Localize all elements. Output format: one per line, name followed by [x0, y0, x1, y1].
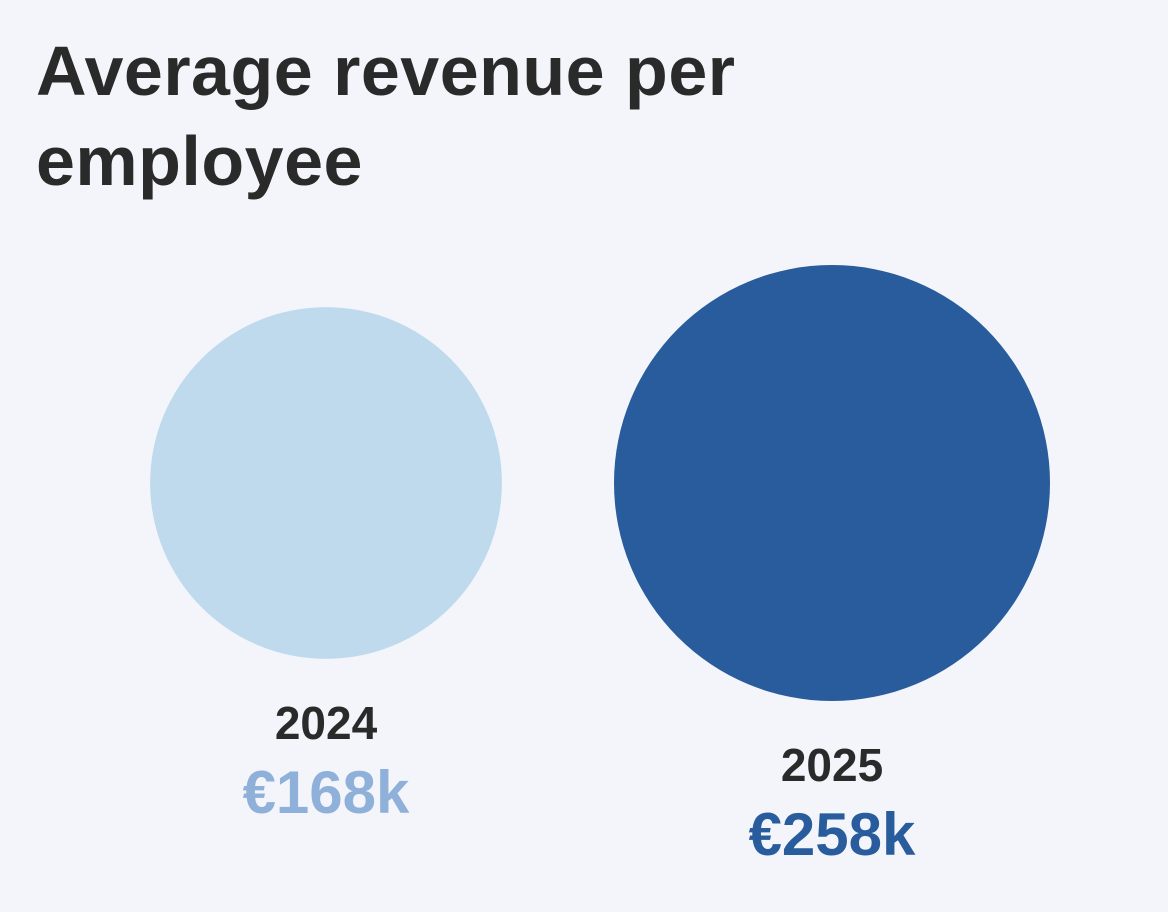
- value-label-2024: €168k: [243, 759, 410, 826]
- bubble-2025: [614, 265, 1050, 701]
- value-label-2025: €258k: [749, 801, 916, 868]
- chart-title: Average revenue per employee: [36, 32, 736, 200]
- year-label-2025: 2025: [781, 739, 883, 791]
- year-label-2024: 2024: [275, 697, 378, 749]
- bubble-2024: [150, 307, 502, 659]
